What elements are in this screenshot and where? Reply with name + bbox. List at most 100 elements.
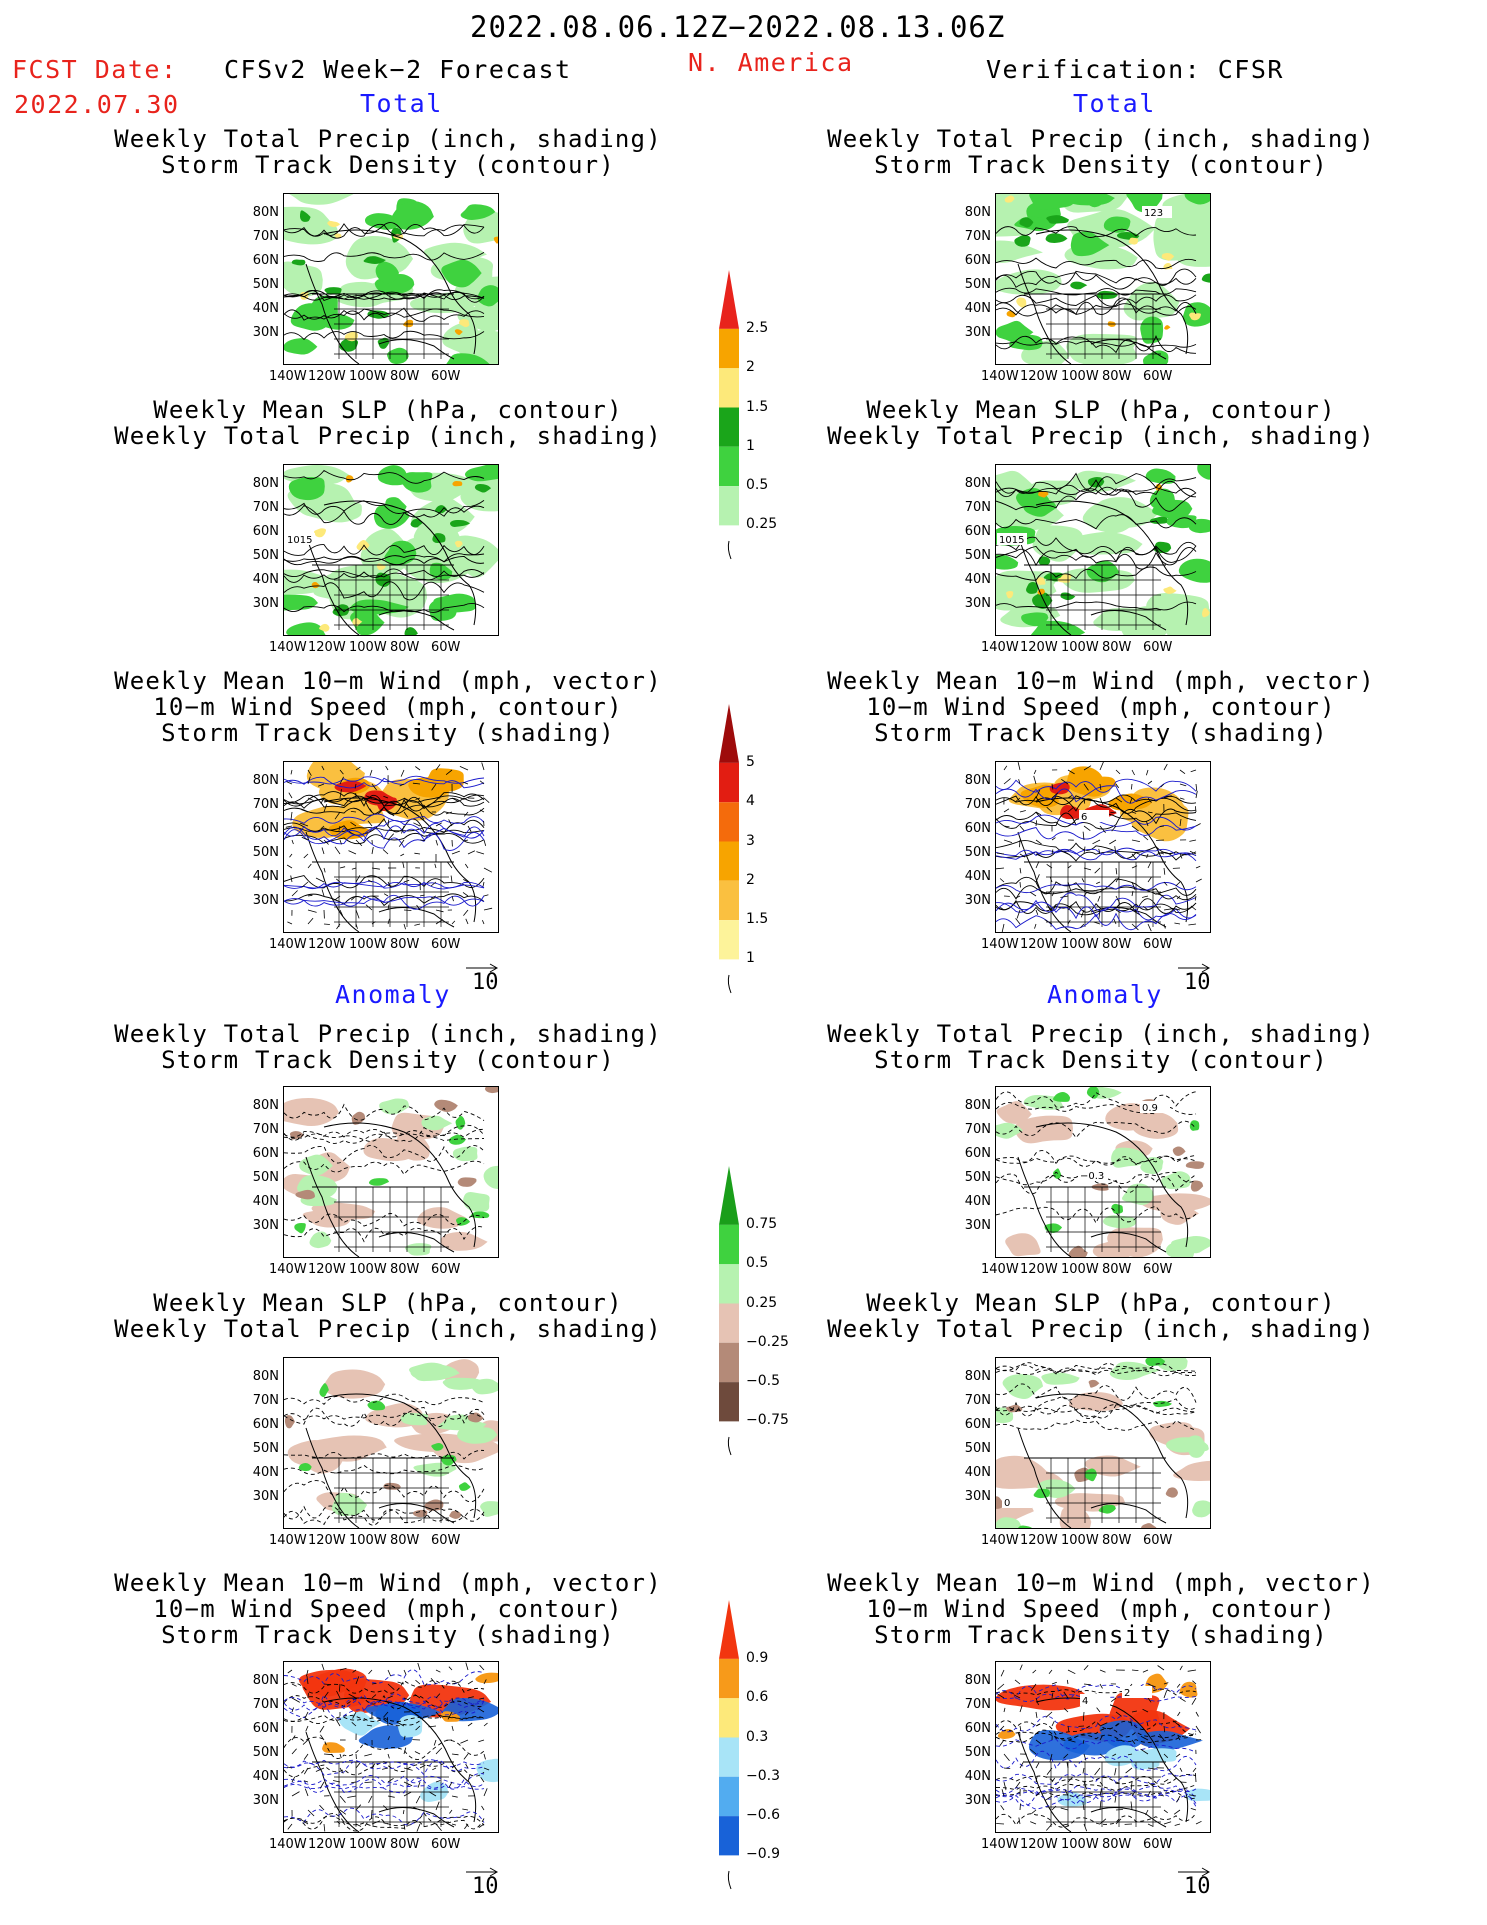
lat-label: 80N [252, 1098, 279, 1113]
vector-reference-verif-anom-label: 10 [1184, 1874, 1211, 1899]
wind-speed-contours [284, 1669, 485, 1826]
lon-label: 120W [308, 640, 346, 655]
precip-dry-anomaly-strong [1165, 1487, 1178, 1498]
lat-label: 40N [964, 869, 991, 884]
lat-label: 60N [964, 253, 991, 268]
precip-heavy-area [449, 519, 470, 527]
precip-moderate-area [1140, 316, 1164, 344]
lon-label: 80W [1102, 1262, 1132, 1277]
precip-wet-anomaly [996, 1517, 1022, 1528]
forecast-title: CFSv2 Week−2 Forecast [224, 55, 572, 84]
lat-label: 50N [964, 1170, 991, 1185]
precip-wet-anomaly [463, 1192, 490, 1213]
precip-extreme-area [311, 581, 320, 589]
vector-reference-forecast-total-arrow [466, 963, 499, 973]
precip-extreme-area [345, 475, 354, 483]
precip-very-heavy-area [459, 319, 470, 328]
precip-light-area [284, 261, 323, 297]
precip-extreme-area [1006, 310, 1016, 318]
precip-dry-anomaly-strong [467, 1412, 484, 1423]
precip-light-area [289, 194, 354, 205]
colorbar-label: 0.5 [746, 477, 769, 494]
precip-moderate-area [384, 540, 417, 566]
anom-contour-label: −0.3 [1080, 1171, 1104, 1182]
colorbar-swatch [719, 1658, 739, 1699]
precip-dry-anomaly-strong [996, 1496, 1004, 1509]
lat-label: 30N [964, 1218, 991, 1233]
precip-wet-anomaly-strong [1053, 1092, 1071, 1102]
precip-moderate-area [284, 594, 318, 611]
precip-moderate-area [373, 505, 410, 529]
precip-very-heavy-area [1036, 577, 1046, 585]
precip-dry-anomaly [311, 1202, 376, 1221]
verification-panel-6-title-line: 10−m Wind Speed (mph, contour) [866, 1595, 1336, 1623]
precip-moderate-area [377, 465, 408, 486]
lon-label: 120W [1020, 640, 1058, 655]
precip-dry-anomaly [996, 1455, 1050, 1489]
state-borders [1024, 564, 1166, 630]
precip-light-area [1123, 281, 1180, 321]
lat-label: 50N [252, 548, 279, 563]
lon-label: 120W [308, 1533, 346, 1548]
vector-reference-forecast-anom-arrow [466, 1867, 499, 1877]
precip-dry-anomaly-strong [284, 1415, 295, 1429]
forecast-panel-6-map [284, 1662, 498, 1832]
anomaly-label-left: Anomaly [335, 980, 451, 1009]
lat-label: 70N [252, 1393, 279, 1408]
precip-wet-anomaly-strong [1098, 1504, 1116, 1514]
precip-wet-anomaly-strong [298, 1463, 312, 1472]
lon-label: 140W [981, 1837, 1019, 1852]
precip-wet-anomaly [470, 1378, 498, 1395]
lat-label: 60N [964, 821, 991, 836]
contour-lines [284, 469, 485, 613]
lon-label: 100W [1061, 1837, 1099, 1852]
precip-moderate-area [460, 204, 496, 220]
slp-anom-contour-label: 0 [1004, 1498, 1010, 1509]
precip-heavy-area [299, 210, 311, 222]
forecast-panel-4-map [284, 1087, 498, 1257]
slp-anom-contour-label-bg [1002, 1496, 1032, 1508]
precip-extreme-area [403, 319, 414, 328]
colorbar-swatch [719, 270, 739, 329]
precip-moderate-area [1009, 334, 1043, 351]
lon-label: 120W [308, 1262, 346, 1277]
wind-speed-contours [284, 775, 485, 910]
precip-moderate-area [1070, 231, 1110, 257]
lat-label: 60N [964, 1146, 991, 1161]
lat-label: 60N [964, 524, 991, 539]
colorbar-swatch [719, 880, 739, 921]
precip-wet-anomaly [437, 1414, 487, 1431]
storm-negative-anomaly [1099, 1720, 1147, 1750]
colorbar-label: 1.5 [746, 911, 769, 928]
precip-very-heavy-area [1004, 195, 1015, 203]
contour-lines [996, 226, 1197, 354]
precip-wet-anomaly [405, 1243, 432, 1256]
precip-heavy-area [404, 627, 418, 635]
precip-heavy-area [363, 256, 386, 265]
verification-panel-1-title-line: Weekly Total Precip (inch, shading) [827, 125, 1375, 153]
coastline [305, 1122, 477, 1257]
lat-label: 80N [964, 476, 991, 491]
storm-weak-negative-anomaly [1104, 1745, 1138, 1767]
colorbar-tail [727, 1870, 732, 1890]
lat-label: 40N [252, 1194, 279, 1209]
precip-wet-anomaly [1102, 1215, 1137, 1229]
precip-dry-anomaly-strong [457, 1177, 477, 1187]
lon-label: 60W [1143, 1262, 1173, 1277]
colorbar-label: 4 [746, 793, 755, 810]
precip-heavy-area [1087, 476, 1105, 488]
precip-heavy-area [1201, 273, 1210, 283]
lon-label: 100W [349, 1533, 387, 1548]
colorbar-swatch [719, 1303, 739, 1343]
lon-label: 80W [390, 369, 420, 384]
lon-label: 140W [981, 1533, 1019, 1548]
colorbar-label: 2.5 [746, 319, 769, 336]
lat-label: 60N [252, 1417, 279, 1432]
lon-label: 100W [1061, 369, 1099, 384]
lat-label: 80N [964, 773, 991, 788]
precip-wet-anomaly-strong [431, 1442, 444, 1451]
verification-panel-2-map: 1015 [996, 465, 1210, 635]
lat-label: 50N [964, 1745, 991, 1760]
forecast-panel-4-title-line: Weekly Total Precip (inch, shading) [114, 1020, 662, 1048]
